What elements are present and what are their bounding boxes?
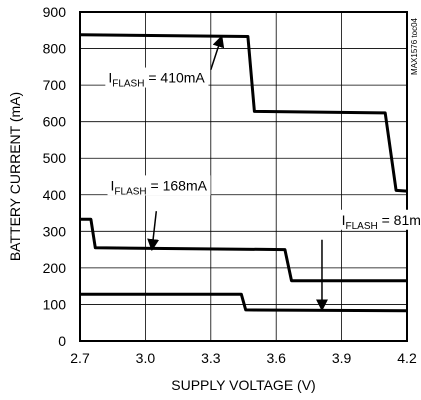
y-tick-label: 0 — [58, 333, 66, 349]
y-tick-label: 400 — [43, 187, 67, 203]
y-tick-label: 600 — [43, 114, 67, 130]
label-subscript: FLASH — [114, 186, 146, 197]
y-tick-label: 800 — [43, 41, 67, 57]
y-tick-label: 900 — [43, 4, 67, 20]
x-tick-label: 4.2 — [397, 350, 417, 366]
y-tick-label: 300 — [43, 223, 67, 239]
label-value: = 81mA — [378, 212, 421, 228]
x-tick-label: 3.6 — [266, 350, 286, 366]
x-tick-label: 3.9 — [332, 350, 352, 366]
label-value: = 168mA — [147, 177, 208, 193]
x-axis-title: SUPPLY VOLTAGE (V) — [171, 377, 315, 393]
y-tick-label: 100 — [43, 296, 67, 312]
figure-id: MAX1576 toc04 — [410, 17, 419, 74]
annotation-arrow — [152, 211, 156, 249]
x-tick-label: 2.7 — [70, 350, 90, 366]
label-subscript: FLASH — [112, 79, 144, 90]
y-tick-label: 700 — [43, 77, 67, 93]
y-tick-label: 200 — [43, 260, 67, 276]
series-line-3 — [80, 294, 407, 311]
y-tick-label: 500 — [43, 150, 67, 166]
series-line-1 — [80, 35, 407, 191]
y-axis-title: BATTERY CURRENT (mA) — [7, 92, 23, 261]
label-value: = 410mA — [144, 70, 205, 86]
x-tick-label: 3.0 — [136, 350, 156, 366]
label-subscript: FLASH — [345, 221, 377, 232]
x-tick-label: 3.3 — [201, 350, 221, 366]
annotation-arrow — [211, 36, 222, 69]
